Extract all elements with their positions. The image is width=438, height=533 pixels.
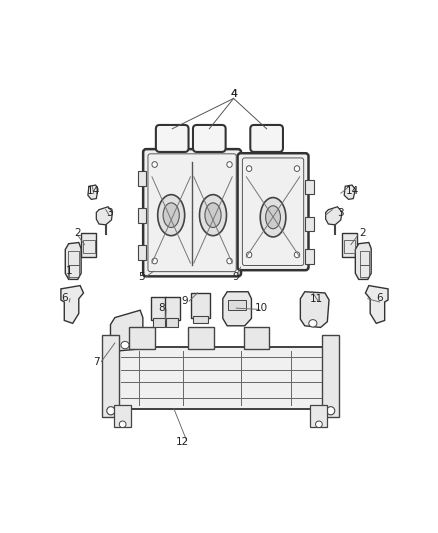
Bar	[191, 293, 210, 318]
Ellipse shape	[152, 161, 157, 167]
Bar	[129, 327, 155, 349]
Ellipse shape	[205, 203, 221, 228]
Polygon shape	[326, 207, 342, 225]
Text: 9: 9	[181, 296, 188, 306]
Polygon shape	[365, 286, 388, 324]
Text: 14: 14	[345, 186, 359, 196]
Ellipse shape	[202, 131, 217, 145]
Text: 14: 14	[87, 186, 100, 196]
Text: 6: 6	[376, 293, 383, 303]
Polygon shape	[344, 185, 355, 199]
Text: 9: 9	[232, 271, 239, 281]
FancyBboxPatch shape	[143, 149, 241, 276]
Text: 3: 3	[337, 207, 343, 217]
Ellipse shape	[309, 320, 317, 327]
Bar	[83, 240, 95, 253]
Bar	[138, 208, 146, 223]
Bar	[151, 297, 166, 320]
Bar	[360, 265, 370, 277]
Bar	[81, 233, 96, 257]
Bar	[116, 347, 325, 409]
Ellipse shape	[265, 206, 280, 229]
Ellipse shape	[165, 131, 180, 145]
Bar	[138, 172, 146, 186]
Bar	[67, 265, 79, 277]
Text: 2: 2	[74, 229, 81, 238]
FancyBboxPatch shape	[193, 125, 226, 152]
Text: 5: 5	[138, 271, 145, 281]
Polygon shape	[110, 310, 143, 351]
Bar	[165, 297, 180, 320]
Ellipse shape	[294, 252, 300, 257]
Polygon shape	[88, 185, 98, 199]
Bar	[360, 251, 370, 265]
Text: 10: 10	[254, 303, 268, 313]
FancyBboxPatch shape	[250, 125, 283, 152]
Polygon shape	[223, 292, 251, 326]
Bar	[311, 406, 327, 427]
Polygon shape	[61, 286, 84, 324]
Text: 4: 4	[230, 88, 237, 99]
Bar	[152, 318, 165, 327]
Polygon shape	[355, 243, 371, 279]
Text: 12: 12	[176, 437, 189, 447]
Bar	[188, 327, 214, 349]
Ellipse shape	[227, 161, 232, 167]
Bar	[114, 406, 131, 427]
Bar	[138, 245, 146, 260]
Ellipse shape	[247, 166, 252, 172]
Ellipse shape	[107, 407, 115, 415]
Ellipse shape	[119, 421, 126, 427]
Ellipse shape	[152, 258, 157, 264]
Ellipse shape	[259, 131, 274, 145]
Ellipse shape	[158, 195, 185, 236]
Ellipse shape	[200, 195, 226, 236]
Ellipse shape	[227, 258, 232, 264]
Bar	[305, 249, 314, 264]
Ellipse shape	[327, 407, 335, 415]
FancyBboxPatch shape	[237, 153, 308, 270]
Ellipse shape	[260, 198, 286, 237]
Bar	[166, 318, 178, 327]
Text: 3: 3	[106, 207, 113, 217]
Text: 11: 11	[310, 294, 323, 304]
Bar	[305, 216, 314, 231]
Bar	[342, 233, 357, 257]
Bar	[343, 240, 355, 253]
Polygon shape	[96, 207, 113, 225]
Bar	[305, 180, 314, 195]
Ellipse shape	[163, 203, 179, 228]
Bar	[228, 300, 247, 310]
Ellipse shape	[294, 166, 300, 172]
Text: 4: 4	[230, 88, 237, 99]
Text: 2: 2	[360, 229, 366, 238]
Bar	[67, 251, 79, 265]
Text: 1: 1	[65, 266, 72, 276]
Bar	[102, 335, 119, 417]
Ellipse shape	[247, 252, 252, 257]
Ellipse shape	[121, 342, 129, 349]
Bar	[244, 327, 269, 349]
Text: 7: 7	[93, 357, 99, 367]
Polygon shape	[300, 292, 329, 327]
Bar	[322, 335, 339, 417]
Ellipse shape	[315, 421, 322, 427]
Polygon shape	[65, 243, 81, 279]
Text: 8: 8	[158, 303, 165, 313]
Text: 6: 6	[61, 293, 67, 303]
Bar	[194, 316, 208, 324]
FancyBboxPatch shape	[156, 125, 188, 152]
